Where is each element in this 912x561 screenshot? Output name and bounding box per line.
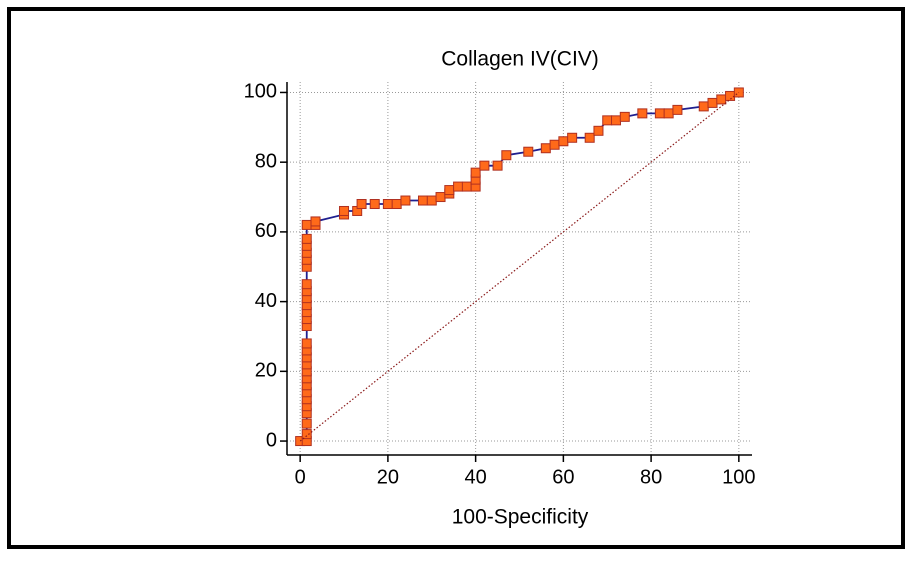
- marker: [716, 94, 727, 105]
- marker: [339, 205, 350, 216]
- marker: [619, 111, 630, 122]
- y-tick-label: 80: [255, 150, 277, 172]
- marker: [435, 192, 446, 203]
- x-tick-label: 0: [295, 466, 306, 488]
- frame: [7, 7, 905, 549]
- marker: [453, 181, 464, 192]
- x-tick-label: 100: [722, 466, 755, 488]
- marker: [391, 199, 402, 210]
- x-tick-label: 40: [465, 466, 487, 488]
- y-tick-label: 0: [266, 429, 277, 451]
- marker: [733, 87, 744, 98]
- marker: [301, 219, 312, 230]
- marker: [301, 418, 312, 429]
- y-tick-label: 20: [255, 360, 277, 382]
- y-tick-label: 40: [255, 290, 277, 312]
- marker: [400, 195, 411, 206]
- marker: [444, 185, 455, 196]
- marker: [301, 279, 312, 290]
- marker: [382, 199, 393, 210]
- marker: [558, 136, 569, 147]
- marker: [301, 338, 312, 349]
- chart-title: Collagen IV(CIV): [441, 48, 599, 71]
- marker: [602, 115, 613, 126]
- marker: [492, 160, 503, 171]
- x-tick-label: 20: [377, 466, 399, 488]
- marker: [593, 125, 604, 136]
- marker: [501, 150, 512, 161]
- x-tick-label: 80: [640, 466, 662, 488]
- x-tick-label: 60: [552, 466, 574, 488]
- marker: [663, 108, 674, 119]
- y-tick-label: 60: [255, 220, 277, 242]
- reference-line: [299, 91, 740, 442]
- marker: [611, 115, 622, 126]
- marker: [417, 195, 428, 206]
- y-tick-label: 100: [244, 81, 277, 103]
- marker: [301, 429, 312, 440]
- marker: [567, 132, 578, 143]
- marker: [698, 101, 709, 112]
- marker: [654, 108, 665, 119]
- marker: [301, 233, 312, 244]
- marker: [637, 108, 648, 119]
- marker: [672, 104, 683, 115]
- x-axis-label: 100-Specificity: [452, 506, 589, 529]
- marker: [356, 199, 367, 210]
- marker: [584, 132, 595, 143]
- marker: [426, 195, 437, 206]
- marker: [707, 97, 718, 108]
- marker: [369, 199, 380, 210]
- marker: [725, 90, 736, 101]
- marker: [461, 181, 472, 192]
- marker: [479, 160, 490, 171]
- marker: [540, 143, 551, 154]
- marker: [470, 167, 481, 178]
- marker: [310, 216, 321, 227]
- marker: [549, 139, 560, 150]
- marker: [523, 146, 534, 157]
